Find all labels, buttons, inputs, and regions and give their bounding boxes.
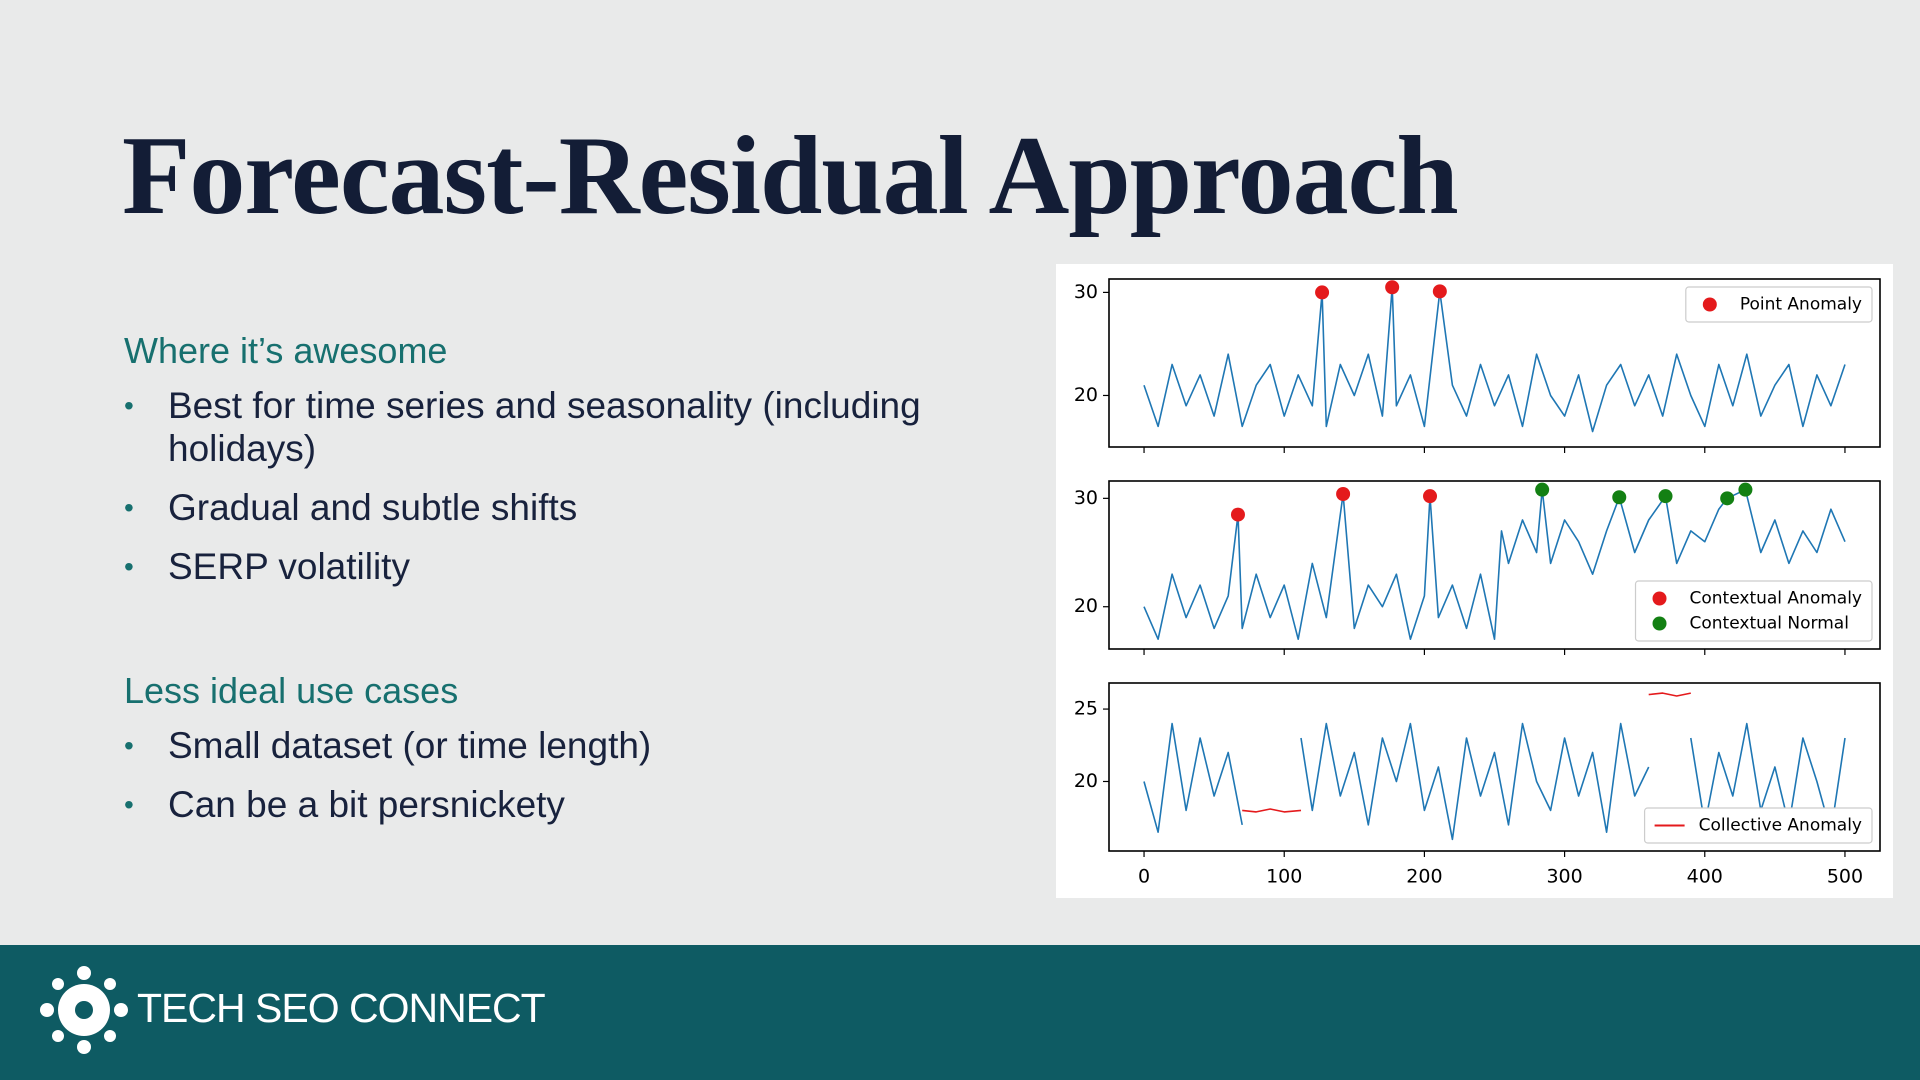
anomaly-point xyxy=(1432,284,1447,299)
y-tick-label: 30 xyxy=(1074,487,1098,509)
bullet: Best for time series and seasonality (in… xyxy=(124,384,1018,470)
anomaly-point xyxy=(1230,507,1245,522)
bullet: Small dataset (or time length) xyxy=(124,724,1018,767)
logo xyxy=(40,966,128,1054)
x-tick-label: 0 xyxy=(1138,866,1150,888)
legend: Collective Anomaly xyxy=(1643,807,1873,844)
legend-label: Contextual Anomaly xyxy=(1690,589,1862,609)
footer-band xyxy=(0,945,1920,1080)
y-tick-label: 30 xyxy=(1074,281,1098,303)
series-line xyxy=(1143,286,1846,433)
legend: Contextual Anomaly Contextual Normal xyxy=(1634,580,1873,642)
legend-label: Collective Anomaly xyxy=(1699,816,1862,836)
bullet: Gradual and subtle shifts xyxy=(124,486,1018,529)
x-tick-label: 500 xyxy=(1827,866,1863,888)
axes-frame xyxy=(1108,278,1881,448)
anomaly-point xyxy=(1658,489,1673,504)
x-tick-label: 200 xyxy=(1406,866,1442,888)
anomaly-point xyxy=(1385,280,1400,295)
legend-label: Contextual Normal xyxy=(1690,614,1849,634)
series-line xyxy=(1143,488,1846,640)
anomaly-line xyxy=(1242,692,1691,813)
footer-brand: TECH SEO CONNECT xyxy=(137,985,546,1031)
bullet: Can be a bit persnickety xyxy=(124,783,1018,826)
slide-title: Forecast-Residual Approach xyxy=(122,114,1459,238)
anomaly-point xyxy=(1720,491,1735,506)
anomaly-point xyxy=(1336,487,1351,502)
section-heading: Where it’s awesome xyxy=(124,330,448,371)
section-heading: Less ideal use cases xyxy=(124,670,459,711)
x-tick-label: 300 xyxy=(1546,866,1582,888)
legend: Point Anomaly xyxy=(1685,286,1873,323)
section: Less ideal use cases Small dataset (or t… xyxy=(124,670,1024,842)
legend-box xyxy=(1634,580,1873,642)
legend-box xyxy=(1685,286,1873,323)
y-tick-label: 20 xyxy=(1074,770,1098,792)
anomaly-point xyxy=(1738,482,1753,497)
section: Where it’s awesome Best for time series … xyxy=(124,330,1024,604)
anomaly-point xyxy=(1535,482,1550,497)
bullet-list: Best for time series and seasonality (in… xyxy=(124,384,1024,588)
legend-label: Point Anomaly xyxy=(1740,295,1862,315)
y-tick-label: 25 xyxy=(1074,698,1098,720)
bullet-list: Small dataset (or time length) Can be a … xyxy=(124,724,1024,826)
axes-frame xyxy=(1108,480,1881,650)
series-line xyxy=(1143,722,1846,841)
y-tick-label: 20 xyxy=(1074,595,1098,617)
y-tick-label: 20 xyxy=(1074,384,1098,406)
bullet: SERP volatility xyxy=(124,545,1018,588)
legend-box xyxy=(1643,807,1873,844)
x-tick-label: 400 xyxy=(1687,866,1723,888)
x-tick-label: 100 xyxy=(1266,866,1302,888)
legend-marker xyxy=(1652,591,1667,606)
legend-marker xyxy=(1652,616,1667,631)
axes-frame xyxy=(1108,682,1881,852)
anomaly-point xyxy=(1612,490,1627,505)
legend-marker xyxy=(1702,297,1717,312)
anomaly-point xyxy=(1315,285,1330,300)
anomaly-point xyxy=(1423,489,1438,504)
